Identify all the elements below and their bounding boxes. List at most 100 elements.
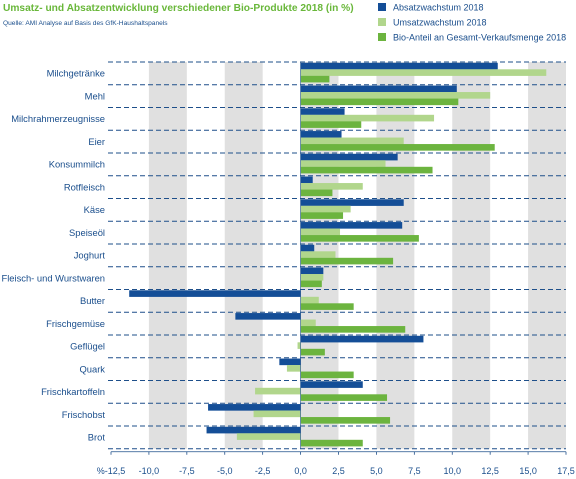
bar-absatz [300,199,404,206]
row-separators [108,61,566,450]
bar-anteil [300,417,391,424]
bar-umsatz [300,114,435,122]
bar-umsatz [300,160,386,167]
bar-anteil [300,144,495,151]
category-label: Brot [88,432,106,443]
bar-umsatz [300,137,404,145]
category-label: Geflügel [70,341,105,352]
bar-anteil [300,257,394,265]
x-tick-label: 10,0 [443,466,461,476]
x-tick-label: -7,5 [179,466,195,476]
x-tick-label: 17,5 [557,466,575,476]
bar-anteil [300,303,354,310]
x-tick-label: 5,0 [370,466,383,476]
bar-absatz [208,404,301,411]
bar-absatz [300,131,342,138]
chart-title: Umsatz- und Absatzentwicklung verschiede… [3,3,354,14]
x-tick-label: %-12,5 [97,466,126,476]
x-tick-label: 0,0 [294,466,307,476]
bar-umsatz [300,319,316,327]
bar-anteil [300,394,388,401]
bar-umsatz [300,274,324,281]
bar-absatz [300,176,313,184]
category-label: Käse [84,204,105,215]
category-label: Milchrahmerzeugnisse [11,113,105,124]
bar-umsatz [255,387,301,395]
category-label: Frischobst [62,409,106,420]
bar-absatz [300,222,403,229]
bar-umsatz [297,342,301,349]
bar-absatz [235,313,301,320]
x-tick-label: 15,0 [519,466,537,476]
category-label: Frischkartoffeln [41,386,105,397]
bar-umsatz [300,92,491,99]
legend-label-anteil: Bio-Anteil an Gesamt-Verkaufsmenge 2018 [393,33,566,43]
bar-anteil [300,235,419,242]
bar-umsatz [300,296,319,304]
bar-absatz [300,108,345,115]
category-labels: Milchgetränke Mehl Milchrahmerzeugnisse Eie… [1,68,105,443]
bar-absatz [300,267,324,275]
bar-absatz [206,426,301,434]
category-label: Eier [88,136,105,147]
bar-anteil [300,75,330,83]
bar-umsatz [236,433,301,440]
bar-absatz [129,290,301,297]
bars [129,62,547,449]
bar-absatz [300,62,498,70]
bar-anteil [300,439,363,447]
legend-swatch-umsatz [378,18,386,26]
x-tick-label: 12,5 [481,466,499,476]
shaded-band [376,62,415,449]
bar-anteil [300,280,322,288]
bar-umsatz [286,365,301,372]
category-label: Rotfleisch [64,181,105,192]
category-label: Joghurt [74,250,106,261]
bar-umsatz [300,183,363,190]
x-tick-label: -2,5 [255,466,271,476]
bar-anteil [300,166,433,174]
category-label: Milchgetränke [47,68,105,79]
bar-umsatz [300,251,336,258]
bar-anteil [300,189,333,197]
bar-umsatz [300,69,547,76]
bar-anteil [300,121,362,128]
bar-absatz [300,381,363,388]
chart-source: Quelle: AMI Analyse auf Basis des GfK-Ha… [3,20,168,27]
legend-swatch-absatz [378,3,386,11]
legend-swatch-anteil [378,33,386,41]
shaded-band [452,62,491,449]
category-label: Fleisch- und Wurstwaren [1,272,105,283]
bar-umsatz [300,228,341,236]
x-tick-label: 2,5 [332,466,345,476]
bar-absatz [300,153,398,161]
legend-label-absatz: Absatzwachstum 2018 [393,3,484,13]
bar-umsatz [300,205,351,213]
bar-absatz [300,244,315,252]
category-label: Frischgemüse [46,318,105,329]
x-axis: %-12,5 -10,0 -7,5 -5,0 -2,5 0,0 2,5 5,0 7,5 10,0 1… [97,451,575,476]
x-tick-label: 7,5 [408,466,421,476]
bar-anteil [300,212,344,219]
x-tick-label: -10,0 [139,466,160,476]
x-tick-label: -5,0 [217,466,233,476]
bar-absatz [300,85,457,93]
bar-anteil [300,326,406,333]
bar-anteil [300,371,354,379]
legend: Absatzwachstum 2018 Umsatzwachstum 2018 … [378,3,566,43]
bar-anteil [300,348,325,356]
shaded-bands [148,62,566,449]
category-label: Butter [80,295,105,306]
bar-umsatz [253,410,301,418]
bar-absatz [300,335,424,343]
category-label: Mehl [85,90,105,101]
category-label: Konsummilch [49,159,105,170]
category-label: Quark [79,363,105,374]
shaded-band [224,62,263,449]
legend-label-umsatz: Umsatzwachstum 2018 [393,18,487,28]
bar-absatz [279,358,301,366]
bar-anteil [300,98,459,106]
shaded-band [148,62,187,449]
shaded-band [528,62,566,449]
